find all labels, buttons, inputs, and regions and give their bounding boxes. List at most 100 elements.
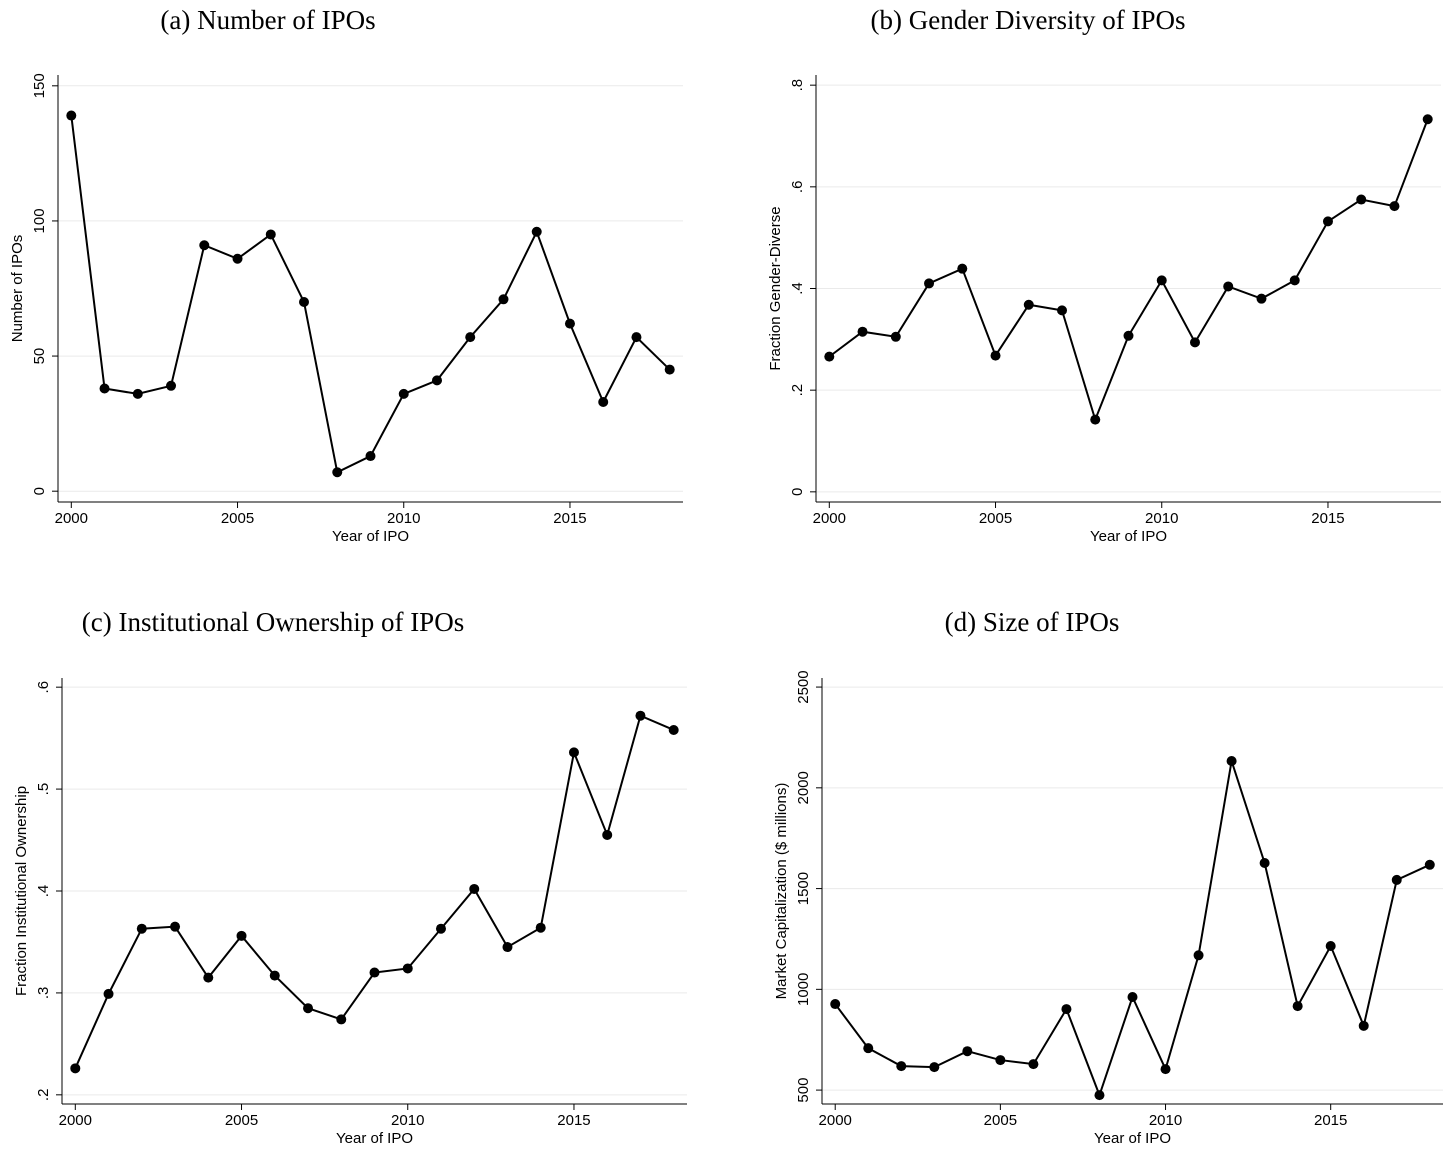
y-tick-label: 2000 [795, 771, 812, 804]
y-tick-label: 0 [789, 488, 806, 496]
data-line [70, 115, 671, 474]
data-point [1389, 201, 1400, 212]
data-point [465, 332, 476, 343]
y-axis-label: Market Capitalization ($ millions) [773, 783, 790, 1000]
data-point [431, 375, 442, 386]
x-tick-label: 2000 [59, 1112, 92, 1129]
y-tick-label: .6 [35, 681, 52, 694]
data-point [664, 364, 675, 375]
data-point [398, 388, 409, 399]
panel-title: (c) Institutional Ownership of IPOs [82, 607, 464, 637]
y-tick-label: .4 [789, 282, 806, 295]
data-point [66, 110, 77, 121]
data-point [1358, 1020, 1369, 1031]
data-point [199, 240, 210, 251]
y-tick-label: .8 [789, 79, 806, 92]
y-axis-label: Fraction Gender-Diverse [767, 206, 784, 370]
data-point [1123, 330, 1134, 341]
data-point [863, 1043, 874, 1054]
x-tick-label: 2010 [387, 510, 420, 527]
x-tick-label: 2010 [1145, 510, 1178, 527]
data-point [1057, 305, 1068, 316]
x-axis-label: Year of IPO [336, 1130, 413, 1147]
data-point [435, 923, 446, 934]
data-point [1061, 1004, 1072, 1015]
data-point [1090, 414, 1101, 425]
x-tick-label: 2015 [1311, 510, 1344, 527]
data-point [136, 923, 147, 934]
data-point [1189, 337, 1200, 348]
data-point [232, 253, 243, 264]
y-tick-label: 1000 [795, 973, 812, 1006]
data-point [103, 988, 114, 999]
data-point [1325, 941, 1336, 952]
data-point [1226, 756, 1237, 767]
x-tick-label: 2000 [819, 1112, 852, 1129]
data-point [857, 326, 868, 337]
x-tick-label: 2010 [1149, 1112, 1182, 1129]
panel: (c) Institutional Ownership of IPOs .2 .3.… [13, 607, 687, 1147]
data-line [834, 760, 1431, 1099]
data-point [1023, 299, 1034, 310]
x-axis-label: Year of IPO [1090, 528, 1167, 545]
data-point [635, 710, 646, 721]
x-tick-label: 2005 [221, 510, 254, 527]
x-tick-label: 2015 [1314, 1112, 1347, 1129]
data-point [369, 967, 380, 978]
data-point [1156, 275, 1167, 286]
data-point [203, 972, 214, 983]
y-tick-label: 2500 [795, 670, 812, 703]
data-point [896, 1061, 907, 1072]
data-point [332, 467, 343, 478]
data-point [303, 1003, 314, 1014]
data-point [99, 383, 110, 394]
x-tick-label: 2005 [984, 1112, 1017, 1129]
data-point [502, 942, 513, 953]
data-point [1094, 1090, 1105, 1101]
data-point [1127, 991, 1138, 1002]
data-point [1259, 857, 1270, 868]
panel-title: (b) Gender Diversity of IPOs [871, 5, 1186, 35]
data-point [469, 883, 480, 894]
data-point [1193, 950, 1204, 961]
y-tick-label: 1500 [795, 872, 812, 905]
y-axis-label: Number of IPOs [9, 235, 26, 343]
x-axis-label: Year of IPO [332, 528, 409, 545]
x-tick-label: 2010 [391, 1112, 424, 1129]
x-tick-label: 2005 [225, 1112, 258, 1129]
data-point [568, 747, 579, 758]
data-point [1292, 1001, 1303, 1012]
data-point [170, 921, 181, 932]
data-point [1256, 293, 1267, 304]
data-point [166, 380, 177, 391]
data-point [132, 388, 143, 399]
data-point [365, 451, 376, 462]
data-point [236, 930, 247, 941]
panel: (b) Gender Diversity of IPOs 0 .2 .4 .6 .8 200… [767, 5, 1441, 545]
data-point [924, 278, 935, 289]
data-point [498, 294, 509, 305]
data-point [531, 226, 542, 237]
y-tick-label: .2 [789, 384, 806, 397]
data-point [1422, 114, 1433, 125]
y-tick-label: .3 [35, 987, 52, 1000]
data-point [1356, 194, 1367, 205]
y-axis-label: Fraction Institutional Ownership [13, 786, 30, 996]
data-point [598, 397, 609, 408]
x-tick-label: 2000 [813, 510, 846, 527]
y-tick-label: 150 [31, 73, 48, 98]
data-line [828, 118, 1429, 423]
data-point [929, 1062, 940, 1073]
panel: (a) Number of IPOs 0 50 100 150 2000 2005 2010 2… [9, 5, 683, 545]
y-tick-label: .2 [35, 1089, 52, 1102]
panel-title: (a) Number of IPOs [160, 5, 375, 35]
data-point [564, 318, 575, 329]
data-point [995, 1055, 1006, 1066]
y-tick-label: .4 [35, 885, 52, 898]
data-point [957, 263, 968, 274]
data-point [1289, 275, 1300, 286]
data-point [265, 229, 276, 240]
data-point [336, 1014, 347, 1025]
data-point [990, 350, 1001, 361]
